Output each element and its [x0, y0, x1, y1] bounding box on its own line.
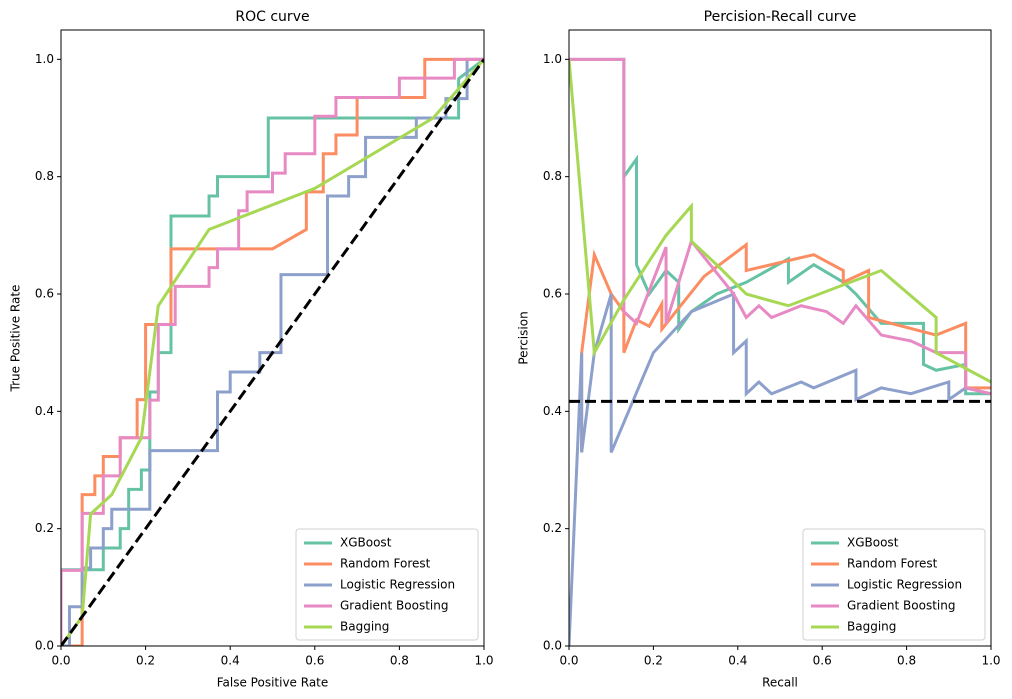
y-tick-label: 0.2	[35, 521, 54, 535]
x-axis-label: False Positive Rate	[217, 676, 329, 690]
x-tick-label: 0.8	[390, 654, 409, 668]
axes-frame	[60, 29, 485, 647]
legend-label: Bagging	[340, 620, 389, 634]
legend-label: Logistic Regression	[847, 578, 962, 592]
x-tick-label: 0.4	[728, 654, 747, 668]
x-tick-label: 0.6	[813, 654, 832, 668]
x-tick-label: 1.0	[981, 654, 1000, 668]
legend-label: Bagging	[847, 620, 896, 634]
y-axis-label: Percision	[517, 311, 531, 364]
legend-box	[802, 528, 986, 641]
y-tick-label: 1.0	[543, 52, 562, 66]
y-tick-label: 0.6	[35, 287, 54, 301]
y-tick-label: 1.0	[35, 52, 54, 66]
legend-label: XGBoost	[340, 536, 392, 550]
legend-label: Random Forest	[340, 557, 431, 571]
legend-label: Gradient Boosting	[847, 599, 955, 613]
y-tick-label: 0.6	[543, 287, 562, 301]
x-tick-label: 0.4	[221, 654, 240, 668]
legend-label: Random Forest	[847, 557, 938, 571]
legend-label: Logistic Regression	[340, 578, 455, 592]
y-tick-label: 0.0	[543, 639, 562, 653]
y-tick-label: 0.8	[543, 169, 562, 183]
y-tick-label: 0.4	[543, 404, 562, 418]
y-axis-label: True Positive Rate	[9, 285, 23, 393]
x-tick-label: 0.0	[51, 654, 70, 668]
series-line	[569, 291, 991, 646]
x-tick-label: 1.0	[474, 654, 493, 668]
chart-title: Percision-Recall curve	[704, 9, 857, 25]
chart-title: ROC curve	[235, 9, 309, 25]
baseline-line	[61, 58, 484, 646]
series-line	[61, 58, 484, 646]
legend-box	[295, 528, 479, 641]
series-line	[569, 59, 991, 384]
series-line	[61, 57, 484, 646]
legend-label: XGBoost	[847, 536, 899, 550]
y-tick-label: 0.2	[543, 521, 562, 535]
x-tick-label: 0.2	[644, 654, 663, 668]
x-tick-label: 0.8	[897, 654, 916, 668]
legend-label: Gradient Boosting	[340, 599, 448, 613]
series-line	[569, 57, 991, 396]
y-tick-label: 0.8	[35, 169, 54, 183]
x-tick-label: 0.2	[136, 654, 155, 668]
series-line	[569, 57, 991, 396]
y-tick-label: 0.0	[35, 639, 54, 653]
x-tick-label: 0.6	[305, 654, 324, 668]
axes-frame	[568, 29, 992, 647]
y-tick-label: 0.4	[35, 404, 54, 418]
x-tick-label: 0.0	[559, 654, 578, 668]
x-axis-label: Recall	[762, 676, 798, 690]
series-line	[580, 241, 991, 453]
